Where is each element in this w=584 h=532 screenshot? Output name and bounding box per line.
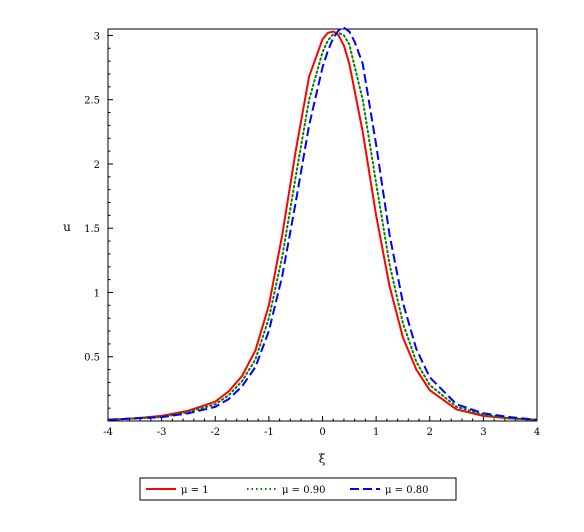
x-tick-label: 0 xyxy=(319,427,325,438)
y-tick-label: 0.5 xyxy=(84,353,100,364)
x-tick-label: -1 xyxy=(264,427,274,438)
series-line-3 xyxy=(107,26,538,421)
x-axis-title: ξ xyxy=(319,452,326,466)
x-tick-label: -3 xyxy=(157,427,167,438)
legend-label-1: μ = 1 xyxy=(181,485,209,496)
series-layer xyxy=(107,26,538,421)
y-tick-label: 1 xyxy=(94,288,100,299)
series-line-2 xyxy=(107,31,538,421)
y-tick-label: 2 xyxy=(94,160,100,171)
y-tick-label: 1.5 xyxy=(84,224,100,235)
x-tick-label: 3 xyxy=(480,427,486,438)
x-axis: -4 -3 -2 -1 0 1 2 3 4 xyxy=(103,416,540,438)
legend-label-2: μ = 0.90 xyxy=(282,485,326,496)
x-tick-label: 1 xyxy=(373,427,379,438)
legend-label-3: μ = 0.80 xyxy=(385,485,429,496)
series-line-1 xyxy=(107,30,538,421)
x-tick-label: -4 xyxy=(103,427,113,438)
y-tick-label: 2.5 xyxy=(84,96,100,107)
x-tick-label: 2 xyxy=(427,427,433,438)
x-tick-label: -2 xyxy=(210,427,220,438)
x-tick-label: 4 xyxy=(534,427,540,438)
legend-box xyxy=(139,477,457,501)
y-axis: 0.5 1 1.5 2 2.5 3 xyxy=(84,31,113,409)
legend: μ = 1 μ = 0.90 μ = 0.80 xyxy=(139,477,457,501)
y-tick-label: 3 xyxy=(94,31,100,42)
y-axis-title: u xyxy=(63,220,71,234)
plot-frame xyxy=(107,28,538,422)
